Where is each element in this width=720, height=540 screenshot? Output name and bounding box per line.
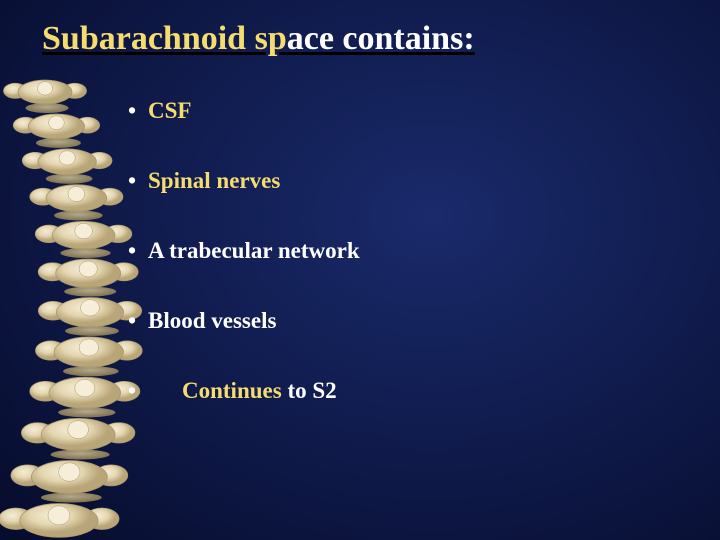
- bullet-text: Spinal nerves: [148, 168, 280, 194]
- bullet-item: •CSF: [128, 98, 680, 124]
- bullet-item: • Continues to S2: [128, 378, 680, 404]
- bullet-dot-icon: •: [128, 168, 148, 194]
- title-rest: ace contains:: [287, 20, 475, 57]
- bullet-list: •CSF•Spinal nerves•A trabecular network•…: [128, 98, 680, 448]
- bullet-dot-icon: •: [128, 308, 148, 334]
- bullet-dot-icon: •: [128, 238, 148, 264]
- bullet-dot-icon: •: [128, 98, 148, 124]
- slide-title: Subarachnoid space contains:: [42, 20, 475, 58]
- title-highlight: Subarachnoid sp: [42, 20, 287, 57]
- bullet-item: •A trabecular network: [128, 238, 680, 264]
- bullet-item: •Spinal nerves: [128, 168, 680, 194]
- bullet-text: CSF: [148, 98, 191, 124]
- bullet-dot-icon: •: [128, 378, 148, 404]
- bullet-text: Continues to S2: [182, 378, 337, 404]
- bullet-text: Blood vessels: [148, 308, 276, 334]
- bullet-text: A trabecular network: [148, 238, 360, 264]
- bullet-item: •Blood vessels: [128, 308, 680, 334]
